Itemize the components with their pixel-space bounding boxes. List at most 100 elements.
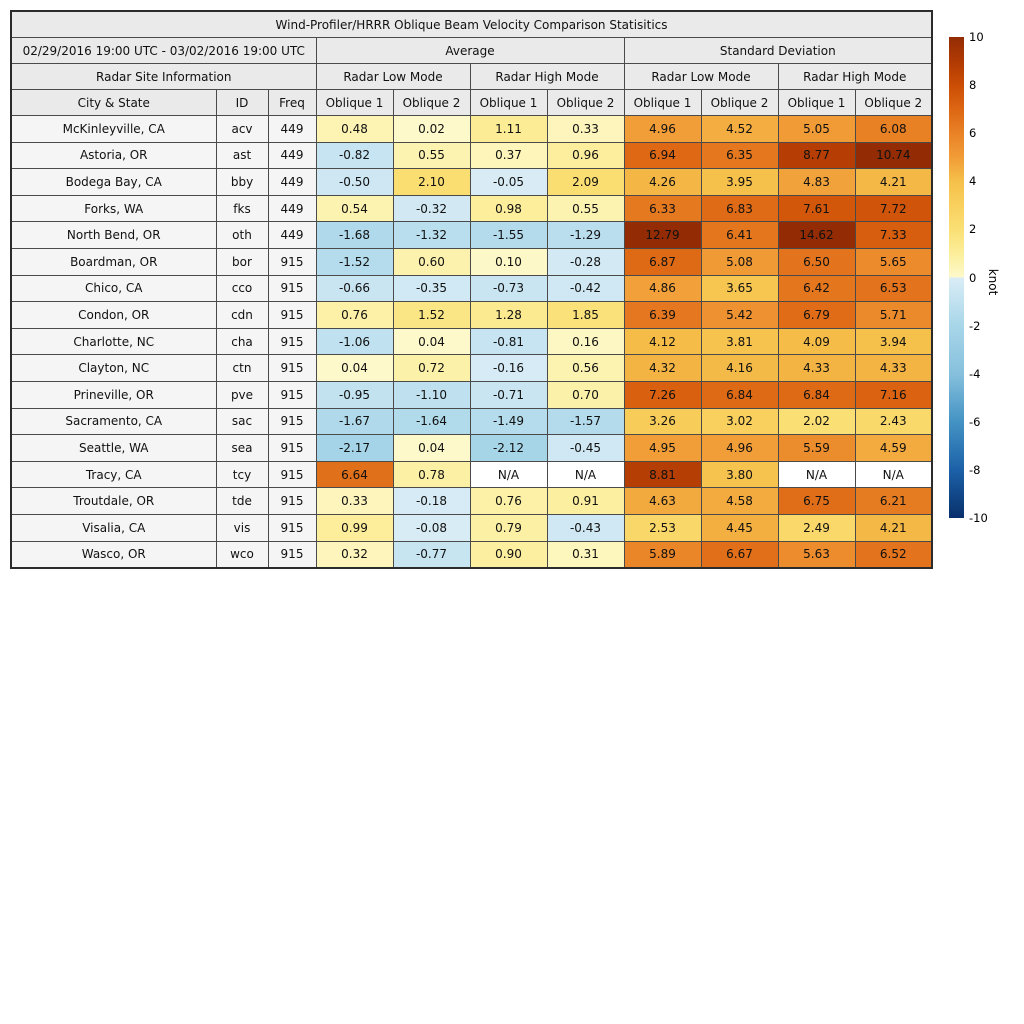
cell-city-state: Wasco, OR [10,540,217,569]
cell-value: 1.85 [546,301,625,329]
cell-value: 4.21 [854,513,933,542]
cell-value: 8.77 [777,141,856,170]
colorbar-tick-label: -10 [969,511,988,525]
cell-city-state: McKinleyville, CA [10,115,217,143]
cell-value: 0.78 [392,460,471,489]
cell-value: -1.67 [315,407,394,436]
cell-value: 7.16 [854,380,933,409]
cell-site-id: sea [215,434,269,462]
cell-value: 5.59 [777,434,856,462]
cell-value: 7.33 [854,221,933,249]
cell-value: -2.17 [315,434,394,462]
cell-value: -1.10 [392,380,471,409]
colorbar-tick-label: 8 [969,78,977,93]
cell-city-state: Charlotte, NC [10,327,217,356]
table-row: North Bend, OR oth 449 -1.68 -1.32 -1.55… [10,221,933,249]
cell-value: 6.84 [700,380,779,409]
cell-freq: 915 [267,434,317,462]
cell-value: 4.33 [777,354,856,382]
colorbar-tick-label: -6 [969,414,981,429]
cell-freq: 915 [267,487,317,515]
cell-value: 7.26 [623,380,702,409]
cell-value: 5.05 [777,115,856,143]
cell-value: 0.76 [469,487,548,515]
cell-value: -0.66 [315,274,394,303]
table-row: Charlotte, NC cha 915 -1.06 0.04 -0.81 0… [10,327,933,356]
section-standard-deviation: Standard Deviation [623,37,933,64]
date-range: 02/29/2016 19:00 UTC - 03/02/2016 19:00 … [10,37,317,64]
cell-value: 6.33 [623,194,702,223]
cell-value: 6.94 [623,141,702,170]
cell-value: 6.79 [777,301,856,329]
cell-site-id: tde [215,487,269,515]
cell-value: 6.64 [315,460,394,489]
cell-value: 4.52 [700,115,779,143]
cell-city-state: Forks, WA [10,194,217,223]
cell-value: 6.42 [777,274,856,303]
cell-value: 4.32 [623,354,702,382]
cell-value: 6.21 [854,487,933,515]
cell-value: 14.62 [777,221,856,249]
cell-freq: 915 [267,274,317,303]
cell-value: -0.05 [469,168,548,196]
table-row: Clayton, NC ctn 915 0.04 0.72 -0.16 0.56… [10,354,933,382]
cell-value: 6.50 [777,247,856,276]
cell-value: 6.41 [700,221,779,249]
colorbar-gradient [949,37,964,518]
cell-value: -0.28 [546,247,625,276]
table-row: Wasco, OR wco 915 0.32 -0.77 0.90 0.31 5… [10,540,933,569]
site-info-header: Radar Site Information [10,63,317,90]
cell-freq: 449 [267,168,317,196]
cell-value: 5.08 [700,247,779,276]
cell-value: 4.63 [623,487,702,515]
table-row: Condon, OR cdn 915 0.76 1.52 1.28 1.85 6… [10,301,933,329]
cell-site-id: bor [215,247,269,276]
cell-value: 4.45 [700,513,779,542]
cell-value: N/A [777,460,856,489]
cell-value: 5.89 [623,540,702,569]
cell-value: 3.95 [700,168,779,196]
table-row: Troutdale, OR tde 915 0.33 -0.18 0.76 0.… [10,487,933,515]
cell-site-id: cco [215,274,269,303]
freq-header: Freq [267,89,317,116]
cell-value: 6.39 [623,301,702,329]
cell-freq: 449 [267,221,317,249]
table-row: Boardman, OR bor 915 -1.52 0.60 0.10 -0.… [10,247,933,276]
cell-freq: 449 [267,194,317,223]
city-state-header: City & State [10,89,217,116]
cell-value: -0.73 [469,274,548,303]
cell-value: 3.26 [623,407,702,436]
table-row: Tracy, CA tcy 915 6.64 0.78 N/A N/A 8.81… [10,460,933,489]
cell-value: 6.08 [854,115,933,143]
cell-value: 4.83 [777,168,856,196]
cell-value: 6.53 [854,274,933,303]
cell-site-id: vis [215,513,269,542]
colorbar-unit-label: knot [986,268,1000,296]
cell-value: 4.59 [854,434,933,462]
std-high-mode-header: Radar High Mode [777,63,933,90]
cell-value: 0.31 [546,540,625,569]
cell-value: 0.48 [315,115,394,143]
cell-value: 0.04 [392,327,471,356]
cell-value: 0.99 [315,513,394,542]
cell-value: 7.61 [777,194,856,223]
oblique2-header: Oblique 2 [546,89,625,116]
cell-value: 2.53 [623,513,702,542]
mode-row: Radar Site Information Radar Low Mode Ra… [10,63,933,90]
cell-value: 1.52 [392,301,471,329]
cell-value: 0.98 [469,194,548,223]
table-row: Prineville, OR pve 915 -0.95 -1.10 -0.71… [10,380,933,409]
cell-value: 0.70 [546,380,625,409]
cell-value: 2.09 [546,168,625,196]
cell-value: 0.33 [315,487,394,515]
table-row: Chico, CA cco 915 -0.66 -0.35 -0.73 -0.4… [10,274,933,303]
cell-city-state: Condon, OR [10,301,217,329]
cell-value: 3.65 [700,274,779,303]
cell-value: 4.26 [623,168,702,196]
oblique1-header: Oblique 1 [623,89,702,116]
table-row: Sacramento, CA sac 915 -1.67 -1.64 -1.49… [10,407,933,436]
cell-value: -1.32 [392,221,471,249]
std-low-mode-header: Radar Low Mode [623,63,779,90]
table-row: Seattle, WA sea 915 -2.17 0.04 -2.12 -0.… [10,434,933,462]
cell-value: -1.29 [546,221,625,249]
